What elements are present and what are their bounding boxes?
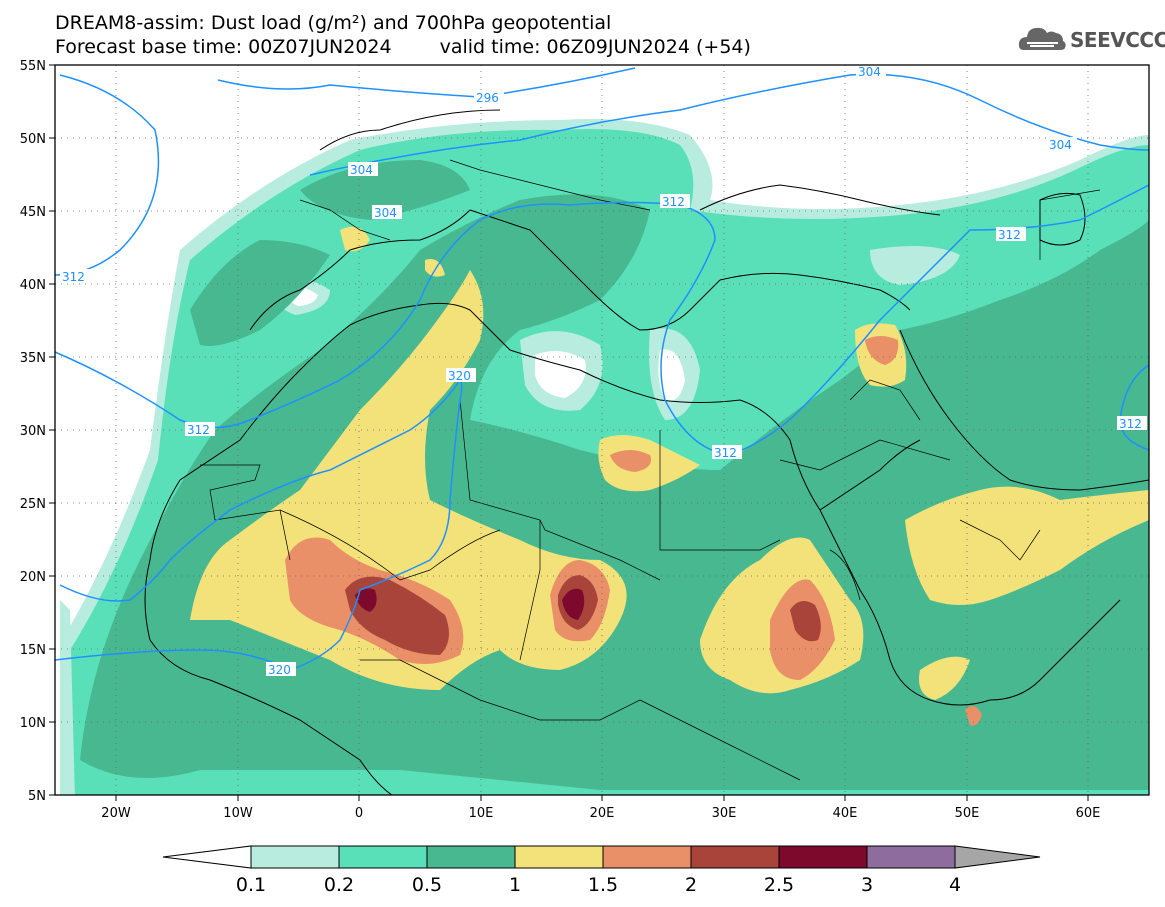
geopotential-contours <box>55 67 1149 671</box>
contour-label: 304 <box>350 163 373 177</box>
lat-label: 40N <box>20 278 46 293</box>
contour-label: 304 <box>1049 138 1072 152</box>
axis-ticks <box>49 64 1089 801</box>
colorbar-swatch <box>250 845 340 869</box>
colorbar-swatch <box>426 845 516 869</box>
contour-label: 304 <box>858 65 881 79</box>
colorbar-label: 2 <box>685 874 697 896</box>
map-title: DREAM8-assim: Dust load (g/m²) and 700hP… <box>55 12 612 34</box>
country-borders <box>200 159 1101 781</box>
logo-text: SEEVCCC <box>1070 28 1165 52</box>
contour-label: 320 <box>448 369 471 383</box>
colorbar-label: 0.2 <box>324 874 354 896</box>
colorbar-label: 3 <box>861 874 873 896</box>
colorbar-label: 0.1 <box>236 874 266 896</box>
contour-label: 312 <box>62 270 85 284</box>
lat-label: 30N <box>20 424 46 439</box>
contour-304-north <box>309 73 1149 176</box>
colorbar-labels: 0.1 0.2 0.5 1 1.5 2 2.5 3 4 <box>236 874 961 896</box>
contour-label: 296 <box>476 91 499 105</box>
colorbar-label: 0.5 <box>412 874 442 896</box>
contour-label: 312 <box>998 228 1021 242</box>
colorbar-swatch <box>514 845 604 869</box>
time-info: Forecast base time: 00Z07JUN2024 valid ti… <box>55 36 751 58</box>
colorbar-low-arrow <box>162 845 252 869</box>
lon-label: 20E <box>590 806 615 821</box>
lat-label: 5N <box>28 789 46 804</box>
lon-label: 10W <box>223 806 253 821</box>
colorbar-swatch <box>866 845 956 869</box>
dust-shade-2-5 <box>355 588 585 620</box>
contour-304-loop <box>55 74 160 276</box>
dust-field <box>60 119 1149 795</box>
contour-label: 320 <box>268 663 291 677</box>
contour-label: 312 <box>1119 417 1142 431</box>
lon-label: 0 <box>355 806 363 821</box>
colorbar <box>162 845 1041 869</box>
lat-label: 20N <box>20 570 46 585</box>
lon-label: 20W <box>101 806 131 821</box>
contour-312-south <box>59 379 461 602</box>
colorbar-swatch <box>690 845 780 869</box>
contour-312 <box>55 184 1149 456</box>
cloud-logo-icon <box>1018 27 1066 50</box>
contour-296 <box>217 67 636 98</box>
lat-label: 55N <box>20 59 46 74</box>
contour-label: 312 <box>662 195 685 209</box>
lon-label: 10E <box>469 806 494 821</box>
lon-label: 40E <box>833 806 858 821</box>
lat-label: 35N <box>20 351 46 366</box>
latitude-labels: 55N 50N 45N 40N 35N 30N 25N 20N 15N 10N … <box>20 59 46 804</box>
contour-320 <box>55 369 463 671</box>
colorbar-swatch <box>338 845 428 869</box>
contour-labels: 296 304 304 304 304 312 312 312 312 312 … <box>60 64 1147 677</box>
lat-label: 45N <box>20 205 46 220</box>
contour-label: 312 <box>714 446 737 460</box>
lon-label: 50E <box>955 806 980 821</box>
colorbar-swatch <box>602 845 692 869</box>
colorbar-label: 2.5 <box>764 874 794 896</box>
coastlines <box>144 109 1149 795</box>
lat-label: 50N <box>20 132 46 147</box>
colorbar-label: 4 <box>949 874 961 896</box>
longitude-labels: 20W 10W 0 10E 20E 30E 40E 50E 60E <box>101 806 1100 821</box>
colorbar-label: 1.5 <box>588 874 618 896</box>
lat-label: 10N <box>20 716 46 731</box>
lat-label: 15N <box>20 643 46 658</box>
forecast-base-time: Forecast base time: 00Z07JUN2024 <box>55 36 392 58</box>
colorbar-label: 1 <box>509 874 521 896</box>
lon-label: 60E <box>1076 806 1101 821</box>
valid-time: valid time: 06Z09JUN2024 (+54) <box>439 36 751 58</box>
colorbar-swatch <box>778 845 868 869</box>
lon-label: 30E <box>712 806 737 821</box>
contour-label: 304 <box>374 206 397 220</box>
colorbar-high-arrow <box>954 845 1041 869</box>
lat-label: 25N <box>20 497 46 512</box>
grid-lines <box>55 65 1149 795</box>
contour-label: 312 <box>187 423 210 437</box>
seevccc-logo: SEEVCCC <box>1018 22 1165 56</box>
